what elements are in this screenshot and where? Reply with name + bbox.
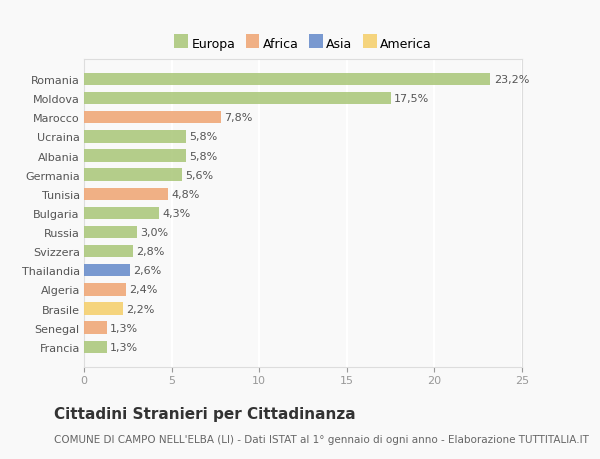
Text: 2,4%: 2,4% [130, 285, 158, 295]
Bar [84, 150, 185, 162]
Text: 5,6%: 5,6% [185, 170, 214, 180]
Text: Cittadini Stranieri per Cittadinanza: Cittadini Stranieri per Cittadinanza [54, 406, 356, 421]
Legend: Europa, Africa, Asia, America: Europa, Africa, Asia, America [172, 35, 434, 53]
Text: 17,5%: 17,5% [394, 94, 430, 104]
Bar [84, 284, 126, 296]
Bar [84, 169, 182, 181]
Text: 1,3%: 1,3% [110, 323, 139, 333]
Text: 2,6%: 2,6% [133, 266, 161, 276]
Text: 5,8%: 5,8% [189, 151, 217, 161]
Text: 2,2%: 2,2% [126, 304, 154, 314]
Bar [84, 188, 168, 201]
Text: 5,8%: 5,8% [189, 132, 217, 142]
Text: 7,8%: 7,8% [224, 113, 253, 123]
Bar [84, 207, 160, 220]
Bar [84, 131, 185, 143]
Text: 2,8%: 2,8% [137, 246, 165, 257]
Text: 1,3%: 1,3% [110, 342, 139, 352]
Bar [84, 73, 490, 86]
Bar [84, 264, 130, 277]
Text: 4,3%: 4,3% [163, 208, 191, 218]
Bar [84, 341, 107, 353]
Text: 4,8%: 4,8% [172, 190, 200, 199]
Bar [84, 226, 137, 239]
Text: COMUNE DI CAMPO NELL'ELBA (LI) - Dati ISTAT al 1° gennaio di ogni anno - Elabora: COMUNE DI CAMPO NELL'ELBA (LI) - Dati IS… [54, 434, 589, 444]
Bar [84, 322, 107, 334]
Bar [84, 302, 122, 315]
Text: 23,2%: 23,2% [494, 75, 529, 85]
Bar [84, 93, 391, 105]
Text: 3,0%: 3,0% [140, 228, 168, 237]
Bar [84, 246, 133, 258]
Bar [84, 112, 221, 124]
